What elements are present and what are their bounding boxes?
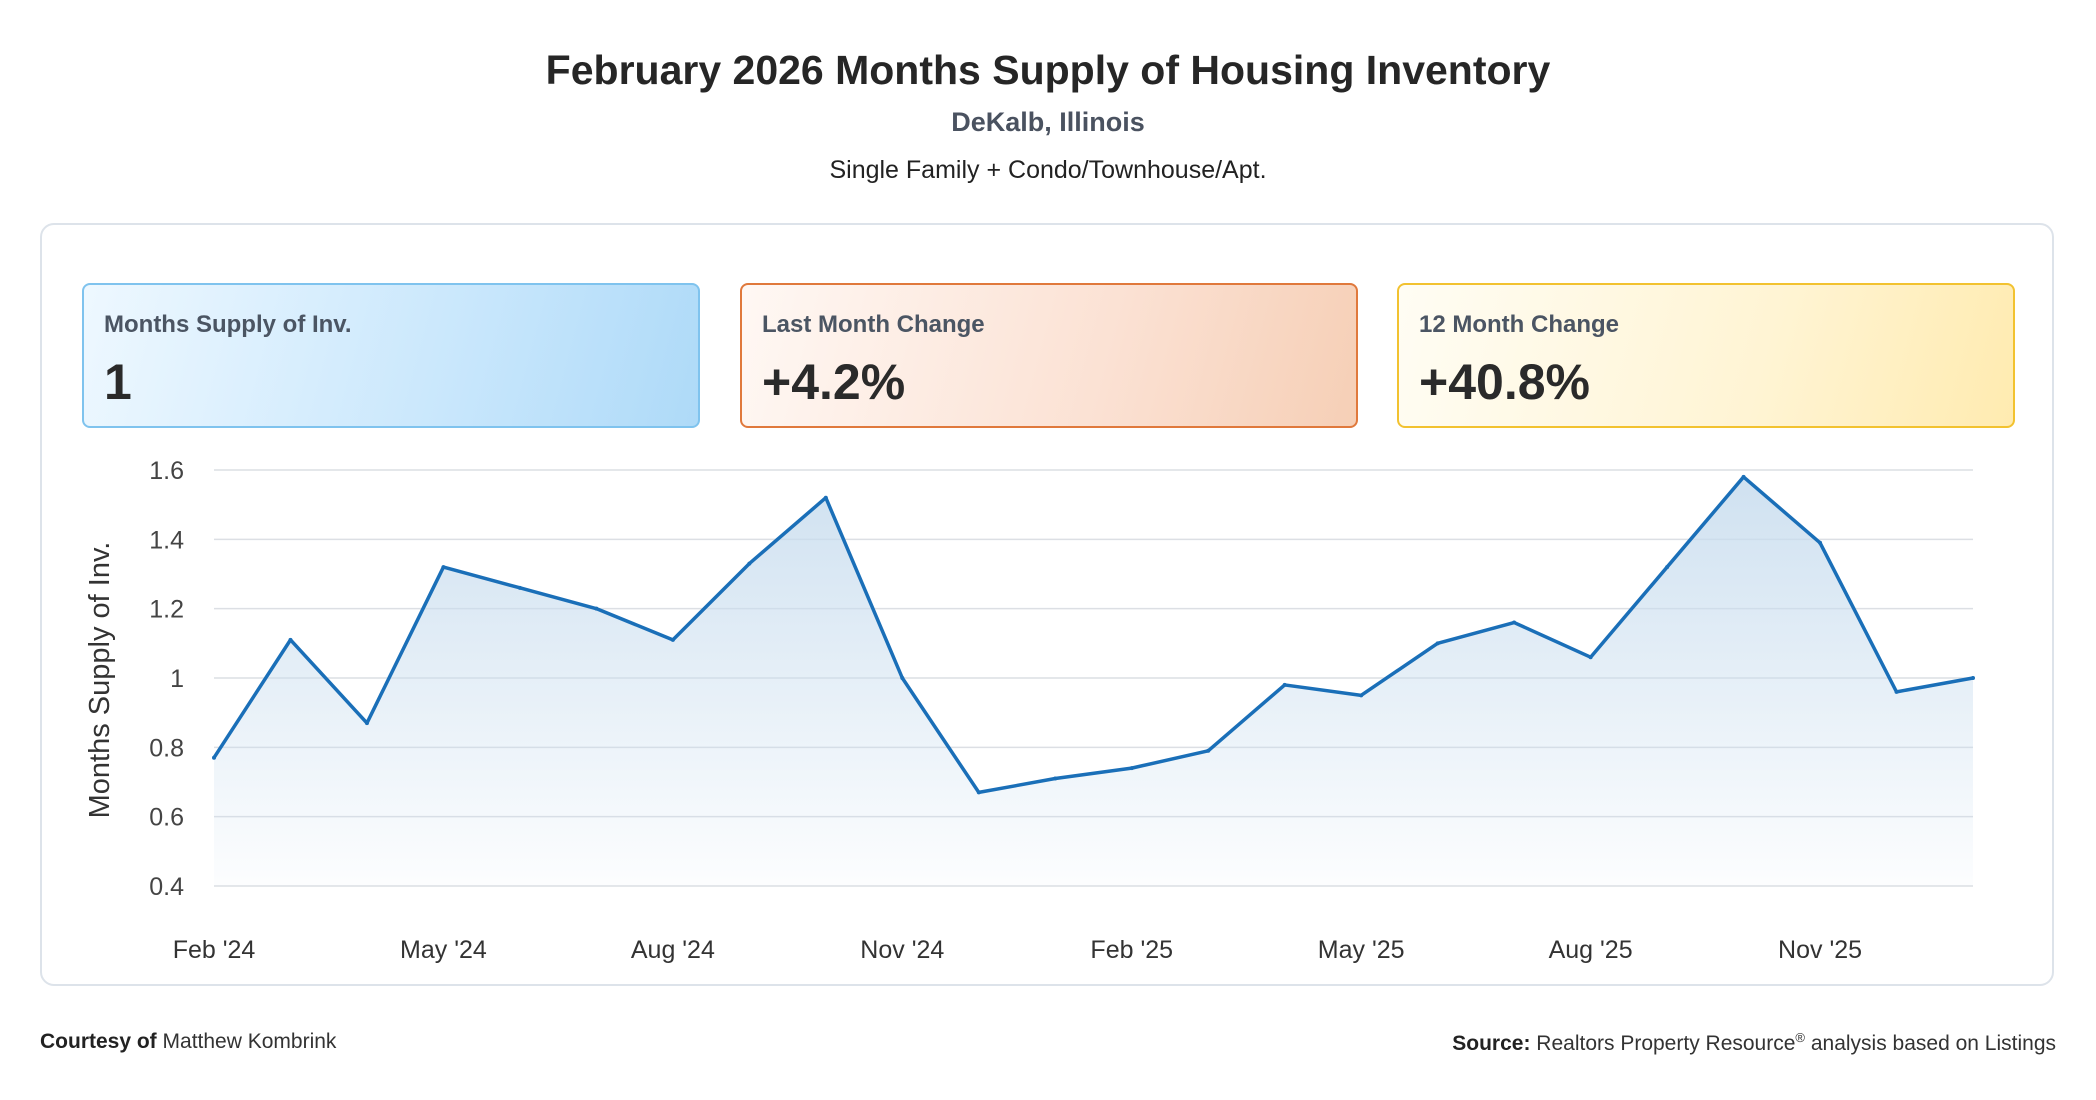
data-point (1818, 540, 1823, 545)
months-supply-chart: 1.6 1.4 1.2 1 0.8 0.6 0.4 Feb '24 May '24 Aug '24… (84, 457, 1975, 964)
area-fill (214, 476, 1973, 886)
data-point (1129, 766, 1134, 771)
data-point (1435, 641, 1440, 646)
data-point (1053, 776, 1058, 781)
y-tick-label: 1 (170, 665, 184, 693)
data-point (1741, 474, 1746, 479)
courtesy-label: Courtesy of (40, 1030, 157, 1053)
courtesy-footer: Courtesy of Matthew Kombrink (40, 1030, 336, 1054)
data-point (1971, 676, 1975, 680)
data-point (1665, 565, 1670, 570)
x-tick-label: Aug '24 (631, 936, 715, 964)
x-tick-label: Aug '25 (1549, 936, 1633, 964)
last-month-change-card-value: +4.2% (762, 354, 906, 410)
data-point (823, 495, 828, 500)
months-supply-card-label: Months Supply of Inv. (104, 311, 352, 338)
x-tick-label: Nov '25 (1778, 936, 1862, 964)
location-subtitle: DeKalb, Illinois (951, 107, 1145, 137)
data-point (288, 637, 293, 642)
source-label: Source: (1452, 1032, 1531, 1055)
twelve-month-change-card-value: +40.8% (1419, 354, 1590, 410)
data-point (1588, 655, 1593, 660)
source-text: Realtors Property Resource (1536, 1032, 1796, 1055)
y-tick-label: 1.4 (149, 526, 184, 554)
data-point (976, 790, 981, 795)
page-title: February 2026 Months Supply of Housing I… (545, 47, 1551, 93)
y-tick-label: 1.6 (149, 457, 184, 485)
data-point (1512, 620, 1517, 625)
data-point (1359, 693, 1364, 698)
y-tick-label: 0.6 (149, 804, 184, 832)
data-point (212, 755, 216, 760)
header: February 2026 Months Supply of Housing I… (0, 40, 2096, 188)
x-tick-label: Feb '24 (173, 936, 256, 964)
x-tick-label: Nov '24 (860, 936, 944, 964)
x-tick-label: May '25 (1318, 936, 1405, 964)
data-point (517, 585, 522, 590)
months-supply-card: Months Supply of Inv. 1 (82, 283, 700, 428)
property-type-subtitle: Single Family + Condo/Townhouse/Apt. (829, 156, 1267, 184)
y-tick-label: 0.8 (149, 734, 184, 762)
x-tick-label: May '24 (400, 936, 487, 964)
twelve-month-change-card: 12 Month Change +40.8% (1397, 283, 2015, 428)
last-month-change-card-label: Last Month Change (762, 311, 985, 338)
months-supply-card-value: 1 (104, 354, 132, 410)
courtesy-name: Matthew Kombrink (162, 1030, 337, 1053)
source-suffix: analysis based on Listings (1810, 1032, 2056, 1055)
y-tick-label: 0.4 (149, 873, 184, 901)
data-point (747, 561, 752, 566)
x-tick-label: Feb '25 (1090, 936, 1173, 964)
data-point (1894, 689, 1899, 694)
data-point (364, 721, 369, 726)
y-tick-label: 1.2 (149, 596, 184, 624)
data-point (900, 676, 905, 680)
registered-mark: ® (1795, 1030, 1805, 1045)
y-axis-label: Months Supply of Inv. (84, 542, 116, 819)
data-point (1206, 748, 1211, 753)
data-point (441, 565, 446, 570)
data-point (1282, 682, 1287, 687)
last-month-change-card: Last Month Change +4.2% (740, 283, 1358, 428)
data-point (594, 606, 599, 611)
source-footer: Source: Realtors Property Resource® anal… (1452, 1030, 2056, 1056)
twelve-month-change-card-label: 12 Month Change (1419, 311, 1620, 338)
data-point (670, 637, 675, 642)
series-line (212, 475, 1974, 795)
